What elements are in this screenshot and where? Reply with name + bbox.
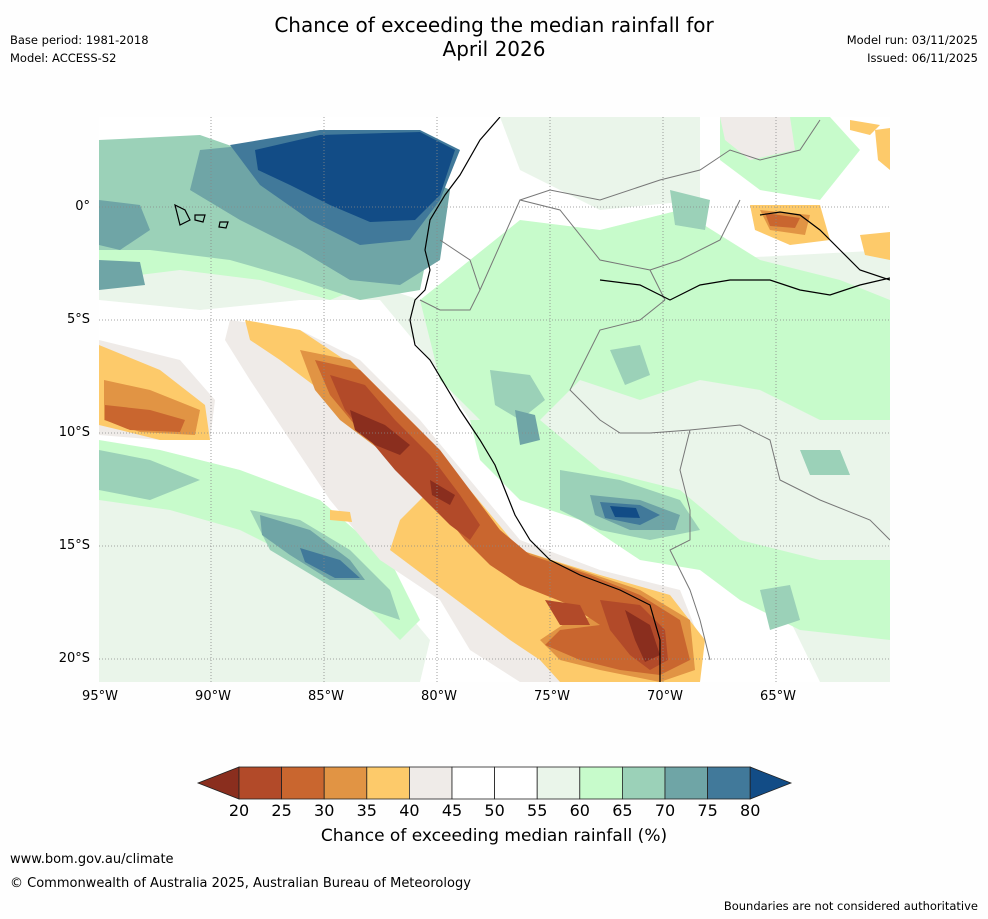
website-link[interactable]: www.bom.gov.au/climate [10,852,174,867]
colorbar-tick: 75 [697,801,718,820]
lat-label-15s: 15°S [58,538,90,553]
colorbar-segment-c50_55 [494,766,538,800]
colorbar-segment-c55_60 [536,766,581,800]
colorbar-segment-c35_40 [366,766,410,800]
country-boundaries [419,119,890,661]
lon-label-70w: 70°W [647,689,683,704]
lat-label-0: 0° [75,199,90,214]
lon-label-85w: 85°W [308,689,344,704]
colorbar-segment-c25_30 [281,766,325,800]
colorbar-tick: 45 [441,801,463,820]
coastline [174,117,890,682]
colorbar-tick: 20 [228,801,250,820]
colorbar-segment-c20_25 [238,766,282,800]
rainfall-probability-map [99,117,890,682]
colorbar-segment-c75_80 [707,766,751,800]
colorbar-segment-c45_50 [451,766,495,800]
colorbar-segment-below-20 [196,766,240,800]
colorbar-segment-c70_75 [664,766,708,800]
lat-label-20s: 20°S [58,651,90,666]
colorbar-tick: 30 [314,801,335,820]
title-line-2: April 2026 [442,37,546,61]
title-line-1: Chance of exceeding the median rainfall … [274,13,714,37]
colorbar-tick: 60 [569,801,590,820]
graticule [99,117,890,682]
colorbar-segment-above-80 [749,766,793,800]
lon-label-75w: 75°W [534,689,570,704]
lat-label-5s: 5°S [66,312,90,327]
colorbar-segment-c30_35 [323,766,368,800]
colorbar-tick: 55 [527,801,548,820]
colorbar-tick: 65 [612,801,633,820]
issued-date: Issued: 06/11/2025 [867,51,978,65]
colorbar-segment-c65_70 [622,766,666,800]
lat-label-10s: 10°S [58,425,90,440]
colorbar-tick: 25 [271,801,292,820]
copyright: © Commonwealth of Australia 2025, Austra… [10,876,471,891]
boundaries-disclaimer: Boundaries are not considered authoritat… [723,899,978,913]
map-title: Chance of exceeding the median rainfall … [0,13,988,61]
lon-label-65w: 65°W [760,689,796,704]
colorbar-segment-c60_65 [579,766,623,800]
contour-above-80 [255,132,640,518]
contour-below-20 [350,410,660,662]
header-right-info: Model run: 03/11/2025 Issued: 06/11/2025 [847,31,978,67]
colorbar [196,766,793,800]
colorbar-label: Chance of exceeding median rainfall (%) [320,826,668,846]
model-name: Model: ACCESS-S2 [10,51,117,65]
colorbar-tick: 35 [356,801,377,820]
header-left-info: Base period: 1981-2018 Model: ACCESS-S2 [10,31,149,67]
colorbar-tick: 80 [740,801,761,820]
colorbar-tick: 40 [399,801,420,820]
model-run-date: Model run: 03/11/2025 [846,33,978,47]
lon-label-90w: 90°W [195,689,231,704]
base-period: Base period: 1981-2018 [10,33,149,47]
colorbar-segment-c40_45 [408,766,453,800]
lon-label-95w: 95°W [82,689,118,704]
lon-label-80w: 80°W [421,689,457,704]
colorbar-tick: 50 [484,801,505,820]
colorbar-tick: 70 [654,801,676,820]
